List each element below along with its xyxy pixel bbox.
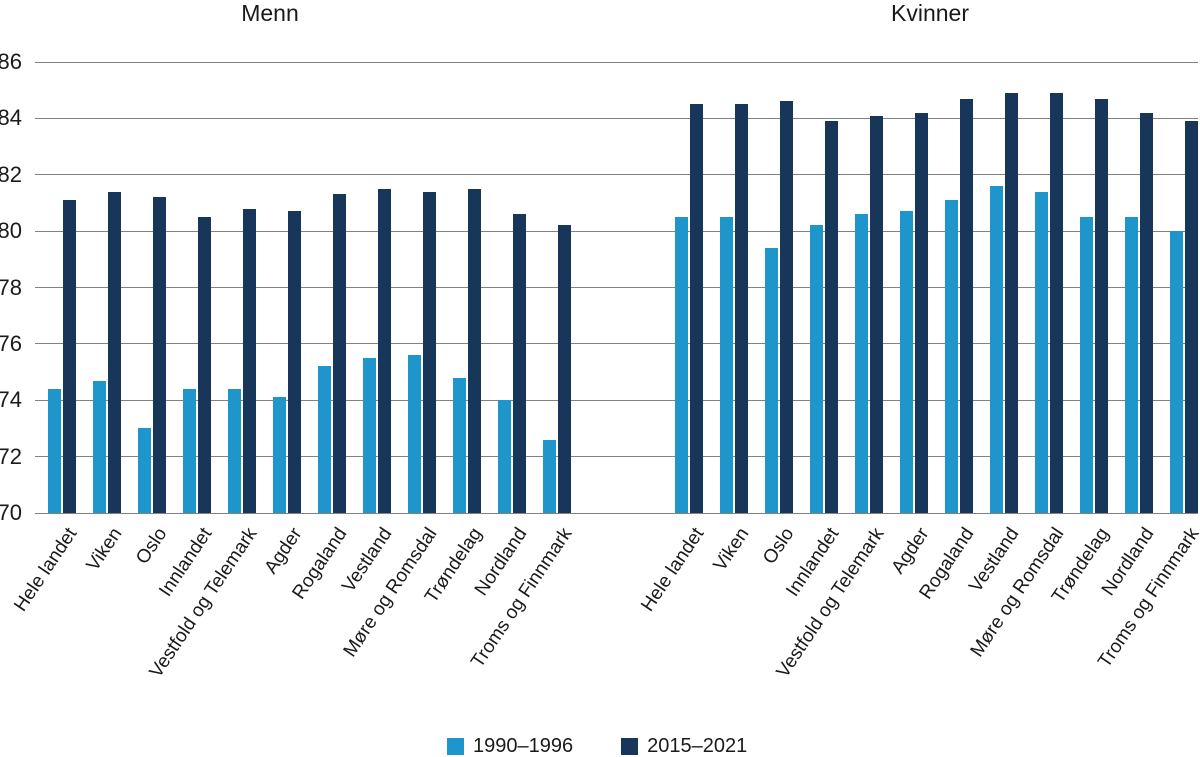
- y-tick-label-76: 76: [0, 330, 22, 356]
- bar-menn-1990–1996-Vestland: [363, 357, 376, 513]
- bar-kvinner-2015–2021-Vestfold og Telemark: [869, 115, 883, 513]
- gridline-80: [35, 230, 1198, 232]
- bar-kvinner-2015–2021-Rogaland: [959, 98, 973, 513]
- legend-item-2015-2021: 2015–2021: [621, 736, 747, 756]
- panel-title-menn: Menn: [241, 0, 299, 26]
- bar-kvinner-1990–1996-Rogaland: [945, 200, 958, 513]
- legend-swatch-1990-1996-icon: [447, 737, 464, 755]
- bar-kvinner-1990–1996-Hele landet: [675, 217, 688, 513]
- y-tick-label-74: 74: [0, 387, 22, 413]
- bar-menn-1990–1996-Agder: [273, 397, 286, 513]
- bar-kvinner-2015–2021-Viken: [734, 104, 748, 513]
- y-tick-label-72: 72: [0, 443, 22, 469]
- bar-menn-1990–1996-Hele landet: [48, 388, 61, 513]
- bar-menn-2015–2021-Vestfold og Telemark: [242, 208, 256, 513]
- y-tick-label-82: 82: [0, 161, 22, 187]
- bar-kvinner-2015–2021-Trøndelag: [1094, 98, 1108, 513]
- bar-menn-2015–2021-Innlandet: [197, 217, 211, 513]
- bar-kvinner-1990–1996-Agder: [900, 211, 913, 513]
- bar-kvinner-1990–1996-Troms og Finnmark: [1170, 231, 1183, 513]
- gridline-78: [35, 287, 1198, 288]
- bar-menn-2015–2021-Agder: [287, 211, 301, 513]
- bar-kvinner-2015–2021-Troms og Finnmark: [1184, 121, 1198, 513]
- y-tick-label-78: 78: [0, 274, 22, 300]
- bar-menn-1990–1996-Rogaland: [318, 366, 331, 513]
- gridline-82: [35, 174, 1198, 176]
- bar-menn-2015–2021-Troms og Finnmark: [557, 225, 571, 513]
- bar-kvinner-2015–2021-Vestland: [1004, 93, 1018, 513]
- bar-menn-1990–1996-Nordland: [498, 400, 511, 513]
- bar-kvinner-1990–1996-Viken: [720, 217, 733, 513]
- y-tick-label-86: 86: [0, 49, 22, 74]
- gridline-72: [35, 456, 1198, 458]
- bar-kvinner-1990–1996-Vestland: [990, 186, 1003, 513]
- bar-menn-2015–2021-Viken: [107, 191, 121, 513]
- bar-menn-2015–2021-Vestland: [377, 188, 391, 513]
- gridline-84: [35, 117, 1198, 119]
- bar-kvinner-1990–1996-Nordland: [1125, 217, 1138, 513]
- gridline-70: [35, 512, 1198, 514]
- y-tick-label-70: 70: [0, 500, 22, 525]
- bar-menn-2015–2021-Nordland: [512, 214, 526, 513]
- legend-item-1990-1996: 1990–1996: [447, 736, 573, 756]
- bar-kvinner-1990–1996-Trøndelag: [1080, 217, 1093, 513]
- gridline-74: [35, 399, 1198, 401]
- gridline-86: [35, 61, 1198, 63]
- legend-label-1990-1996: 1990–1996: [473, 735, 574, 757]
- bar-kvinner-1990–1996-Oslo: [765, 248, 778, 513]
- bar-menn-1990–1996-Viken: [93, 380, 106, 513]
- bar-kvinner-1990–1996-Innlandet: [810, 225, 823, 513]
- bar-kvinner-2015–2021-Innlandet: [824, 121, 838, 513]
- legend-label-2015-2021: 2015–2021: [647, 735, 748, 757]
- gridline-76: [35, 343, 1198, 345]
- y-tick-label-80: 80: [0, 218, 22, 244]
- y-tick-label-84: 84: [0, 105, 22, 131]
- bar-kvinner-2015–2021-Agder: [914, 112, 928, 513]
- bar-kvinner-1990–1996-Møre og Romsdal: [1035, 191, 1048, 513]
- bar-kvinner-1990–1996-Vestfold og Telemark: [855, 214, 868, 513]
- bar-kvinner-2015–2021-Møre og Romsdal: [1049, 93, 1063, 513]
- panel-title-kvinner: Kvinner: [891, 0, 969, 26]
- bar-menn-2015–2021-Trøndelag: [467, 188, 481, 513]
- bar-menn-1990–1996-Trøndelag: [453, 377, 466, 513]
- bar-menn-2015–2021-Oslo: [152, 197, 166, 513]
- bar-kvinner-2015–2021-Hele landet: [689, 104, 703, 513]
- legend: 1990–1996 2015–2021: [447, 736, 747, 756]
- bar-menn-2015–2021-Møre og Romsdal: [422, 191, 436, 513]
- bar-menn-1990–1996-Møre og Romsdal: [408, 355, 421, 513]
- bar-kvinner-2015–2021-Nordland: [1139, 112, 1153, 513]
- bar-menn-2015–2021-Rogaland: [332, 194, 346, 513]
- bar-menn-1990–1996-Troms og Finnmark: [543, 439, 556, 513]
- bar-menn-1990–1996-Vestfold og Telemark: [228, 388, 241, 513]
- legend-swatch-2015-2021-icon: [621, 737, 639, 755]
- bar-menn-2015–2021-Hele landet: [62, 200, 76, 513]
- bar-kvinner-2015–2021-Oslo: [779, 101, 793, 513]
- bar-menn-1990–1996-Innlandet: [183, 388, 196, 513]
- bar-menn-1990–1996-Oslo: [138, 428, 151, 513]
